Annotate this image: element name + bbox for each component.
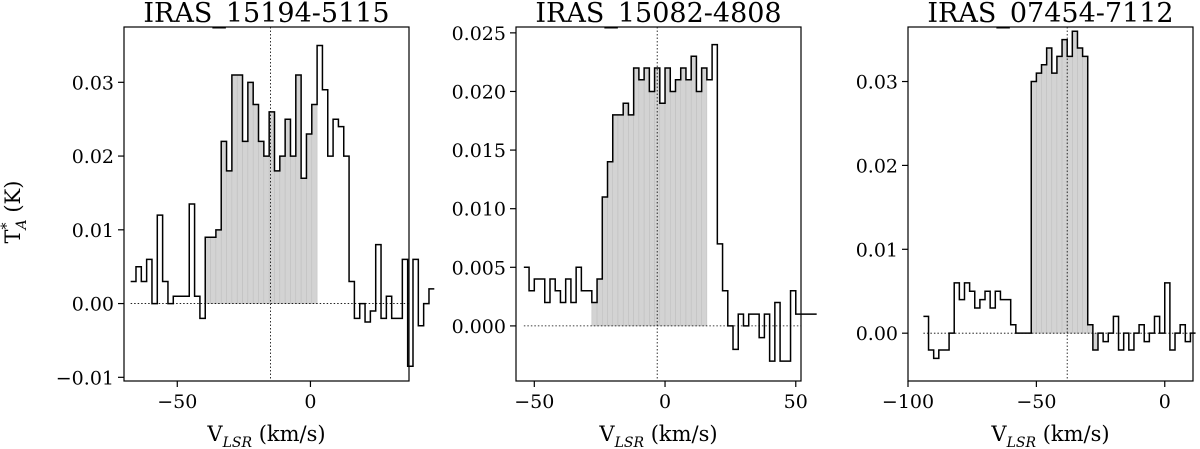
y-tick-label: 0.02 xyxy=(72,146,114,168)
x-tick-label: 50 xyxy=(784,391,808,413)
x-axis-label: VLSR (km/s) xyxy=(206,422,325,449)
y-tick-label: 0.00 xyxy=(856,323,898,345)
y-tick-label: 0.01 xyxy=(72,220,114,242)
panel-title: IRAS_15194-5115 xyxy=(143,0,389,29)
shaded-region xyxy=(204,74,318,304)
shade-bin xyxy=(220,141,227,304)
shade-bin xyxy=(263,155,270,304)
shade-bin xyxy=(659,102,666,327)
y-tick-label: 0.00 xyxy=(72,294,114,316)
shade-bin xyxy=(612,114,619,327)
shade-bin xyxy=(226,170,233,304)
shade-bin xyxy=(649,91,655,327)
y-tick-label: 0.020 xyxy=(452,81,506,103)
x-tick-label: −50 xyxy=(157,391,197,413)
shade-bin xyxy=(690,56,697,327)
x-tick-label: −100 xyxy=(882,391,934,413)
shade-bin xyxy=(279,155,286,304)
x-tick-label: −50 xyxy=(1016,391,1056,413)
shade-bin xyxy=(670,91,676,327)
shade-bin xyxy=(204,236,211,304)
shade-bin xyxy=(311,104,318,304)
shade-bin xyxy=(1046,47,1053,334)
shade-bin xyxy=(215,229,222,304)
shade-bin xyxy=(1087,324,1094,334)
shade-bin xyxy=(1072,30,1078,334)
shade-bin xyxy=(591,302,598,327)
shade-bin xyxy=(268,111,275,304)
shade-bin xyxy=(252,104,259,304)
shade-bin xyxy=(1051,72,1058,334)
shade-bin xyxy=(284,118,291,304)
panel-1: −50 0 −0.01 0.00 0.01 0.02 0.03 IRAS_15194-5115… xyxy=(0,0,435,449)
panel-title: IRAS_07454-7112 xyxy=(927,0,1173,29)
panel-3: −100 −50 0 0.00 0.01 0.02 0.03 IRAS_07454-7112 V… xyxy=(856,0,1196,449)
y-tick-label: 0.01 xyxy=(856,239,898,261)
y-tick-label: 0.03 xyxy=(856,72,898,94)
y-tick-label: 0.000 xyxy=(452,316,506,338)
y-axis-label: T*A (K) xyxy=(0,181,30,244)
x-axis-label: VLSR (km/s) xyxy=(990,422,1109,449)
shade-bin xyxy=(300,177,307,304)
shade-bin xyxy=(1066,56,1073,334)
shade-bin xyxy=(295,74,302,304)
axes-frame xyxy=(515,26,802,382)
spectrum-line xyxy=(523,43,817,362)
shade-bin xyxy=(1061,39,1068,334)
shade-bin xyxy=(306,133,313,304)
shade-bin xyxy=(274,170,281,304)
axes-frame xyxy=(907,26,1194,382)
shade-bin xyxy=(1077,47,1083,334)
shade-bin xyxy=(236,74,243,304)
shade-bin xyxy=(696,91,702,327)
y-tick-label: 0.03 xyxy=(72,72,114,94)
x-tick-label: −50 xyxy=(514,391,554,413)
shade-bin xyxy=(701,67,708,327)
y-tick-label: 0.010 xyxy=(452,199,506,221)
shade-bin xyxy=(247,82,254,304)
shade-bin xyxy=(1092,332,1099,351)
shade-bin xyxy=(1030,81,1037,334)
x-axis-label: VLSR (km/s) xyxy=(598,422,717,449)
shade-bin xyxy=(680,67,687,327)
spectrum-line xyxy=(923,30,1196,360)
shade-bin xyxy=(622,102,629,327)
shade-bin xyxy=(1041,64,1047,334)
spectrum-line xyxy=(130,44,435,367)
shaded-region xyxy=(591,56,708,327)
shade-bin xyxy=(290,155,297,304)
shade-bin xyxy=(210,236,217,304)
shade-bin xyxy=(231,74,238,304)
shade-bin xyxy=(633,67,640,327)
shade-bin xyxy=(638,79,645,327)
y-tick-label: 0.025 xyxy=(452,23,506,45)
shade-bin xyxy=(1082,56,1088,334)
shade-bin xyxy=(242,141,249,304)
x-tick-label: 0 xyxy=(1159,391,1171,413)
y-tick-label: −0.01 xyxy=(56,367,114,389)
x-tick-label: 0 xyxy=(304,391,316,413)
shade-bin xyxy=(602,196,608,327)
shade-bin xyxy=(685,79,692,327)
shade-bin xyxy=(628,114,634,327)
shade-bin xyxy=(607,161,613,327)
shade-bin xyxy=(675,79,681,327)
shade-bin xyxy=(1036,72,1042,334)
shade-bin xyxy=(1056,56,1063,334)
y-tick-label: 0.015 xyxy=(452,140,506,162)
shade-bin xyxy=(258,141,265,304)
panel-title: IRAS_15082-4808 xyxy=(535,0,781,29)
shade-bin xyxy=(643,67,650,327)
y-tick-label: 0.02 xyxy=(856,155,898,177)
x-tick-label: 0 xyxy=(659,391,671,413)
shade-bin xyxy=(664,67,671,327)
y-tick-label: 0.005 xyxy=(452,257,506,279)
axes-frame xyxy=(123,26,410,382)
shade-bin xyxy=(617,114,624,327)
shade-bin xyxy=(596,278,603,327)
panel-2: −50 0 50 0.000 0.005 0.010 0.015 0.020 0.025 IRAS… xyxy=(452,0,817,449)
